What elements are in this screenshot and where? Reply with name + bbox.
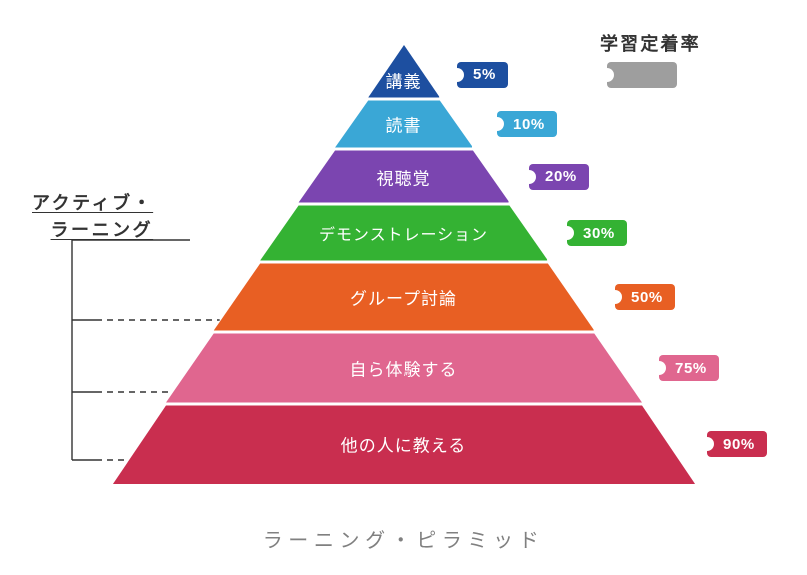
pyramid-level-5: 自ら体験する xyxy=(165,332,641,404)
tag-hole-icon xyxy=(600,68,614,82)
pyramid-label: 視聴覚 xyxy=(376,164,430,189)
tag-hole-icon xyxy=(608,290,622,304)
pyramid-level-1: 読書 xyxy=(335,99,473,149)
pct-value: 75% xyxy=(659,355,719,381)
pct-tag-2: 20% xyxy=(522,164,589,190)
pyramid-level-0: 講義 xyxy=(368,45,440,99)
pyramid-level-4: グループ討論 xyxy=(213,262,594,332)
caption: ラーニング・ピラミッド xyxy=(263,524,545,553)
pct-value: 30% xyxy=(567,220,627,246)
pct-tag-5: 75% xyxy=(652,355,719,381)
pct-tag-0: 5% xyxy=(450,62,508,88)
tag-hole-icon xyxy=(490,117,504,131)
pct-value: 5% xyxy=(457,62,508,88)
pct-tag-1: 10% xyxy=(490,111,557,137)
pct-value: 90% xyxy=(707,431,767,457)
tag-hole-icon xyxy=(652,361,666,375)
tag-hole-icon xyxy=(450,68,464,82)
pyramid-label: 他の人に教える xyxy=(341,432,467,457)
tag-hole-icon xyxy=(700,437,714,451)
pyramid-label: グループ討論 xyxy=(350,285,457,310)
pyramid-level-6: 他の人に教える xyxy=(112,404,694,484)
tag-hole-icon xyxy=(560,226,574,240)
pyramid-label: 自ら体験する xyxy=(349,356,457,381)
pct-value: 10% xyxy=(497,111,557,137)
pct-tag-6: 90% xyxy=(700,431,767,457)
pct-tag-4: 50% xyxy=(608,284,675,310)
tag-hole-icon xyxy=(522,170,536,184)
pyramid-label: デモンストレーション xyxy=(319,221,488,245)
pyramid-label: 読書 xyxy=(385,112,421,137)
stage: 学習定着率 アクティブ・ ラーニング 講義読書視聴覚デモンストレーショングループ… xyxy=(0,0,807,575)
pct-value: 20% xyxy=(529,164,589,190)
pyramid-level-3: デモンストレーション xyxy=(260,204,548,262)
pyramid-level-2: 視聴覚 xyxy=(298,149,509,204)
pct-value: 50% xyxy=(615,284,675,310)
pyramid-label: 講義 xyxy=(385,68,421,93)
pct-tag-3: 30% xyxy=(560,220,627,246)
